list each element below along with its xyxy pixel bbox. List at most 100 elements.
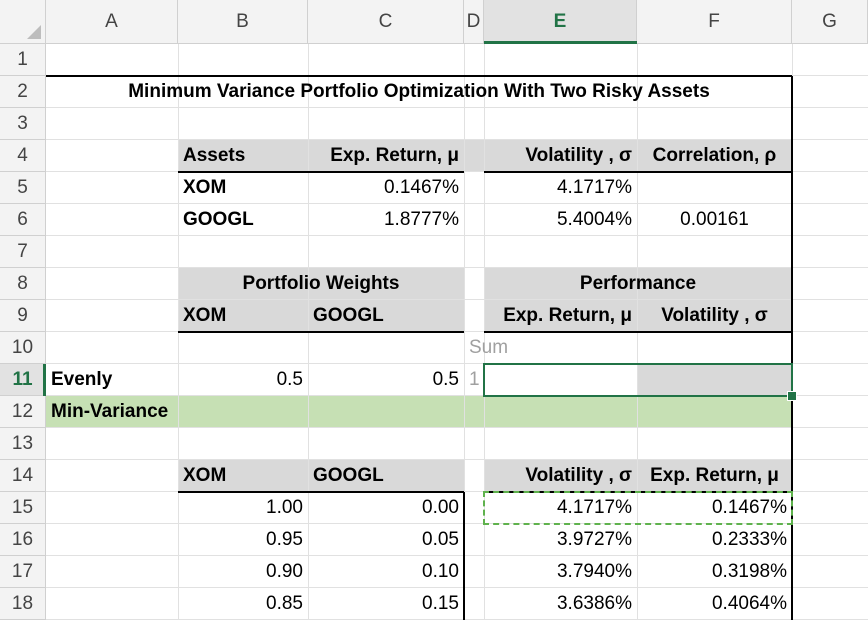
performance-header[interactable]: Performance bbox=[579, 273, 697, 294]
assets-header-border bbox=[178, 171, 464, 173]
row-header-11[interactable]: 11 bbox=[0, 364, 46, 396]
active-column-indicator bbox=[484, 41, 637, 44]
performance-header-exp-return[interactable]: Exp. Return, μ bbox=[503, 305, 632, 326]
frontier-header-exp-return[interactable]: Exp. Return, μ bbox=[650, 465, 779, 486]
sheet-title[interactable]: Minimum Variance Portfolio Optimization … bbox=[128, 81, 710, 102]
frontier-header-googl[interactable]: GOOGL bbox=[313, 465, 384, 486]
weight-header-googl[interactable]: GOOGL bbox=[313, 305, 384, 326]
header-volatility[interactable]: Volatility , σ bbox=[525, 145, 632, 166]
frontier-googl-weight[interactable]: 0.15 bbox=[422, 593, 459, 614]
frontier-weights-header-fill bbox=[178, 460, 464, 492]
gridline-vertical bbox=[464, 44, 465, 620]
frontier-xom-weight[interactable]: 0.95 bbox=[266, 529, 303, 550]
column-header-a[interactable]: A bbox=[46, 0, 178, 44]
asset-name[interactable]: GOOGL bbox=[183, 209, 254, 230]
column-header-c[interactable]: C bbox=[308, 0, 464, 44]
frontier-volatility[interactable]: 3.9727% bbox=[556, 529, 632, 550]
evenly-volatility-fill bbox=[637, 364, 792, 396]
performance-header-volatility[interactable]: Volatility , σ bbox=[661, 305, 768, 326]
gridline-horizontal bbox=[46, 395, 868, 396]
frontier-googl-weight[interactable]: 0.00 bbox=[422, 497, 459, 518]
gridline-horizontal bbox=[46, 235, 868, 236]
row-header-6[interactable]: 6 bbox=[0, 204, 46, 236]
row-header-7[interactable]: 7 bbox=[0, 236, 46, 268]
row-header-16[interactable]: 16 bbox=[0, 524, 46, 556]
row-header-2[interactable]: 2 bbox=[0, 76, 46, 108]
frontier-exp-return[interactable]: 0.1467% bbox=[711, 497, 787, 518]
asset-name[interactable]: XOM bbox=[183, 177, 227, 198]
performance-header-border bbox=[484, 331, 792, 333]
header-assets[interactable]: Assets bbox=[183, 145, 246, 166]
active-cell-selection[interactable] bbox=[483, 363, 793, 397]
row-header-17[interactable]: 17 bbox=[0, 556, 46, 588]
frontier-volatility[interactable]: 4.1717% bbox=[556, 497, 632, 518]
gridline-horizontal bbox=[46, 587, 868, 588]
weight-header-xom[interactable]: XOM bbox=[183, 305, 227, 326]
asset-volatility[interactable]: 4.1717% bbox=[556, 177, 632, 198]
row-header-12[interactable]: 12 bbox=[0, 396, 46, 428]
column-header-d[interactable]: D bbox=[464, 0, 484, 44]
frontier-exp-return[interactable]: 0.3198% bbox=[711, 561, 787, 582]
evenly-label[interactable]: Evenly bbox=[51, 369, 113, 390]
column-header-b[interactable]: B bbox=[178, 0, 308, 44]
asset-exp-return[interactable]: 0.1467% bbox=[383, 177, 459, 198]
frontier-xom-weight[interactable]: 0.85 bbox=[266, 593, 303, 614]
header-exp-return[interactable]: Exp. Return, μ bbox=[330, 145, 459, 166]
select-all-corner[interactable] bbox=[0, 0, 46, 44]
gridline-horizontal bbox=[46, 107, 868, 108]
frontier-volatility[interactable]: 3.7940% bbox=[556, 561, 632, 582]
active-row-indicator bbox=[43, 364, 46, 396]
gridline-horizontal bbox=[46, 427, 868, 428]
assets-header-border bbox=[484, 171, 792, 173]
row-header-13[interactable]: 13 bbox=[0, 428, 46, 460]
frontier-googl-weight[interactable]: 0.05 bbox=[422, 529, 459, 550]
row-header-4[interactable]: 4 bbox=[0, 140, 46, 172]
frontier-header-border bbox=[178, 491, 464, 493]
frontier-header-xom[interactable]: XOM bbox=[183, 465, 227, 486]
evenly-sum[interactable]: 1 bbox=[469, 369, 480, 390]
column-header-e[interactable]: E bbox=[484, 0, 637, 44]
gridline-horizontal bbox=[46, 203, 868, 204]
frontier-xom-weight[interactable]: 0.90 bbox=[266, 561, 303, 582]
portfolio-weights-header[interactable]: Portfolio Weights bbox=[242, 273, 400, 294]
gridline-horizontal bbox=[46, 267, 868, 268]
title-top-border bbox=[46, 75, 792, 77]
row-header-5[interactable]: 5 bbox=[0, 172, 46, 204]
asset-exp-return[interactable]: 1.8777% bbox=[383, 209, 459, 230]
frontier-exp-return[interactable]: 0.2333% bbox=[711, 529, 787, 550]
evenly-xom-weight[interactable]: 0.5 bbox=[276, 369, 303, 390]
weights-header-border bbox=[178, 331, 464, 333]
sum-label[interactable]: Sum bbox=[469, 337, 509, 358]
row-header-14[interactable]: 14 bbox=[0, 460, 46, 492]
row-header-15[interactable]: 15 bbox=[0, 492, 46, 524]
frontier-header-volatility[interactable]: Volatility , σ bbox=[525, 465, 632, 486]
frontier-googl-weight[interactable]: 0.10 bbox=[422, 561, 459, 582]
weights-header-fill bbox=[178, 268, 464, 332]
row-header-18[interactable]: 18 bbox=[0, 588, 46, 620]
min-variance-label[interactable]: Min-Variance bbox=[51, 401, 169, 422]
column-header-g[interactable]: G bbox=[792, 0, 868, 44]
min-variance-fill bbox=[46, 396, 792, 428]
header-correlation[interactable]: Correlation, ρ bbox=[652, 145, 777, 166]
gridline-horizontal bbox=[46, 555, 868, 556]
row-header-10[interactable]: 10 bbox=[0, 332, 46, 364]
gridline-horizontal bbox=[46, 523, 868, 524]
copy-marquee bbox=[483, 491, 793, 525]
fill-handle[interactable] bbox=[787, 391, 797, 401]
select-all-triangle-icon bbox=[27, 25, 41, 39]
frontier-separator bbox=[463, 492, 465, 620]
frontier-volatility[interactable]: 3.6386% bbox=[556, 593, 632, 614]
frontier-xom-weight[interactable]: 1.00 bbox=[266, 497, 303, 518]
evenly-googl-weight[interactable]: 0.5 bbox=[432, 369, 459, 390]
assets-header-fill bbox=[178, 140, 792, 172]
row-header-3[interactable]: 3 bbox=[0, 108, 46, 140]
row-header-9[interactable]: 9 bbox=[0, 300, 46, 332]
correlation-value[interactable]: 0.00161 bbox=[680, 209, 749, 230]
column-header-f[interactable]: F bbox=[637, 0, 792, 44]
asset-volatility[interactable]: 5.4004% bbox=[556, 209, 632, 230]
gridline-horizontal bbox=[46, 299, 868, 300]
row-header-1[interactable]: 1 bbox=[0, 44, 46, 76]
row-header-8[interactable]: 8 bbox=[0, 268, 46, 300]
frontier-exp-return[interactable]: 0.4064% bbox=[711, 593, 787, 614]
